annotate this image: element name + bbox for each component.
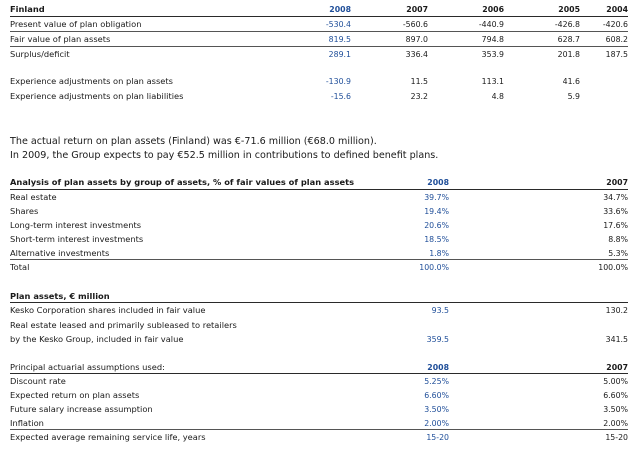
analysis-cell: 1.8% [429,249,449,258]
finland-cell: 187.5 [605,50,628,59]
plan-assets-cell: 93.5 [431,306,449,315]
finland-cell: 628.7 [557,35,580,44]
analysis-row-label: Alternative investments [10,248,110,258]
finland-cell: -560.6 [402,20,428,29]
analysis-cell: 19.4% [424,207,449,216]
analysis-cell: 8.8% [608,235,628,244]
analysis-cell: 33.6% [603,207,628,216]
analysis-header-2008: 2008 [427,178,449,187]
finland-cell: 794.8 [481,35,504,44]
contributions-note: In 2009, the Group expects to pay €52.5 … [10,150,439,161]
analysis-total-2007: 100.0% [598,263,628,272]
finland-cell: -426.8 [554,20,580,29]
actuarial-row-label: Expected return on plan assets [10,390,140,400]
actuarial-cell: 6.60% [603,391,628,400]
experience-cell: 4.8 [491,92,504,101]
actuarial-header-rule [10,373,628,374]
finland-cell: 336.4 [405,50,428,59]
analysis-cell: 39.7% [424,193,449,202]
plan-assets-cell: 359.5 [426,335,449,344]
finland-cell: 201.8 [557,50,580,59]
finland-cell: 353.9 [481,50,504,59]
finland-row-label: Surplus/deficit [10,49,70,59]
experience-cell: 23.2 [410,92,428,101]
total-rule [10,259,628,260]
analysis-row-label: Shares [10,206,39,216]
analysis-cell: 17.6% [603,221,628,230]
experience-row-label: Experience adjustments on plan liabiliti… [10,91,184,101]
finland-row-label: Fair value of plan assets [10,34,111,44]
actuarial-row-label: Expected average remaining service life,… [10,432,206,442]
plan-assets-cell: 130.2 [605,306,628,315]
year-header-2008: 2008 [329,5,351,14]
finland-cell: -420.6 [602,20,628,29]
row-divider [10,31,628,32]
analysis-header-rule [10,189,628,190]
actuarial-cell: 15-20 [605,433,628,442]
analysis-row-label: Long-term interest investments [10,220,142,230]
actuarial-row-label: Inflation [10,418,44,428]
finland-row-label: Present value of plan obligation [10,19,142,29]
actuarial-cell: 5.00% [603,377,628,386]
finland-title: Finland [10,4,45,14]
analysis-row-label: Real estate [10,192,57,202]
experience-cell: 41.6 [562,77,580,86]
actuarial-cell: 5.25% [424,377,449,386]
analysis-total-2008: 100.0% [419,263,449,272]
plan-assets-cell: 341.5 [605,335,628,344]
analysis-total-label: Total [10,262,30,272]
actuarial-row-label: Discount rate [10,376,66,386]
actuarial-title: Principal actuarial assumptions used: [10,362,165,372]
experience-row-label: Experience adjustments on plan assets [10,76,173,86]
experience-cell: 113.1 [481,77,504,86]
experience-cell: 11.5 [410,77,428,86]
finland-header-rule [10,16,628,17]
actuarial-header-2008: 2008 [427,363,449,372]
actuarial-cell: 2.00% [603,419,628,428]
finland-cell: 897.0 [405,35,428,44]
actual-return-note: The actual return on plan assets (Finlan… [10,136,377,147]
actuarial-row-label: Future salary increase assumption [10,404,153,414]
finland-cell: 819.5 [328,35,351,44]
plan-assets-title: Plan assets, € million [10,291,110,301]
actuarial-header-2007: 2007 [606,363,628,372]
actuarial-cell: 3.50% [603,405,628,414]
plan-assets-row-label: Kesko Corporation shares included in fai… [10,305,206,315]
year-header-2007: 2007 [406,5,428,14]
experience-cell: 5.9 [567,92,580,101]
analysis-header-2007: 2007 [606,178,628,187]
actuarial-cell: 3.50% [424,405,449,414]
finland-cell: 289.1 [328,50,351,59]
actuarial-cell: 6.60% [424,391,449,400]
plan-assets-row-label: by the Kesko Group, included in fair val… [10,334,184,344]
plan-assets-row-label: Real estate leased and primarily subleas… [10,320,237,330]
year-header-2004: 2004 [606,5,628,14]
analysis-cell: 5.3% [608,249,628,258]
finland-cell: 608.2 [605,35,628,44]
plan-assets-rule [10,302,628,303]
analysis-row-label: Short-term interest investments [10,234,144,244]
analysis-cell: 20.6% [424,221,449,230]
experience-cell: -15.6 [330,92,351,101]
year-header-2005: 2005 [558,5,580,14]
analysis-title: Analysis of plan assets by group of asse… [10,177,355,187]
analysis-cell: 18.5% [424,235,449,244]
row-divider [10,429,628,430]
actuarial-cell: 2.00% [424,419,449,428]
finland-cell: -440.9 [478,20,504,29]
analysis-cell: 34.7% [603,193,628,202]
actuarial-cell: 15-20 [426,433,449,442]
experience-cell: -130.9 [325,77,351,86]
row-divider [10,46,628,47]
year-header-2006: 2006 [482,5,504,14]
finland-cell: -530.4 [325,20,351,29]
